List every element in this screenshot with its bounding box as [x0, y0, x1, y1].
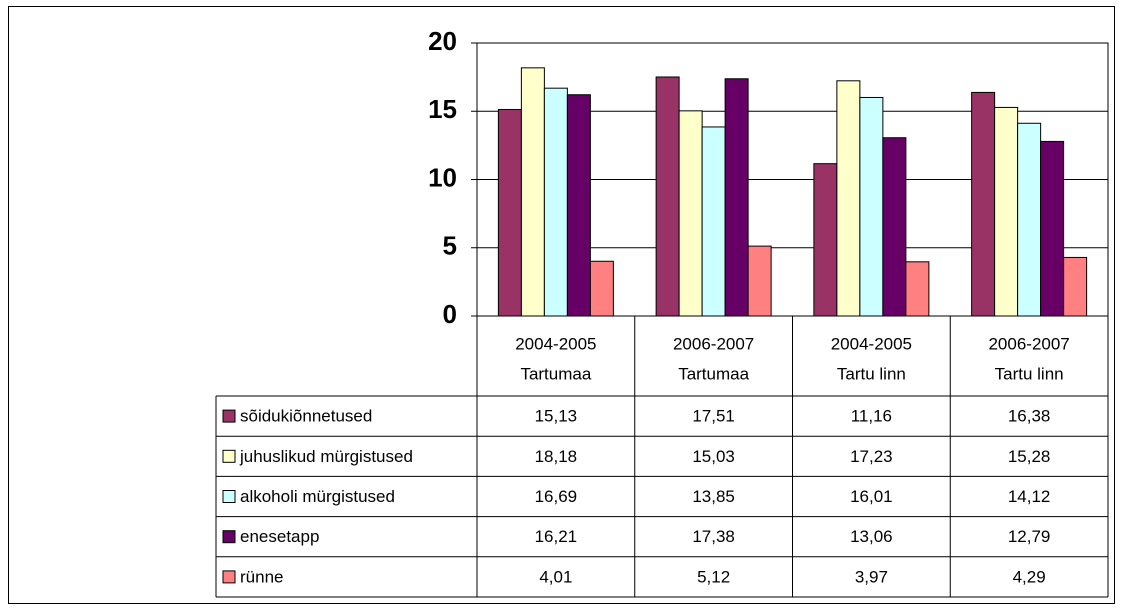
- data-label: 13,06: [850, 527, 893, 546]
- legend-label: juhuslikud mürgistused: [239, 447, 413, 466]
- data-label: 17,51: [692, 407, 735, 426]
- x-tick-label: Tartumaa: [520, 364, 591, 383]
- data-label: 16,38: [1008, 407, 1051, 426]
- bar: [994, 106, 1019, 317]
- y-tick-label: 20: [428, 26, 457, 56]
- bar: [905, 261, 930, 317]
- bar: [813, 163, 838, 317]
- bar: [655, 76, 680, 317]
- legend-label: alkoholi mürgistused: [240, 487, 395, 506]
- bar: [543, 87, 568, 317]
- bar: [497, 108, 522, 317]
- data-label: 3,97: [855, 567, 888, 586]
- data-label: 11,16: [851, 407, 892, 426]
- y-tick-label: 15: [428, 94, 457, 124]
- y-tick-label: 0: [443, 299, 457, 329]
- legend-label: sõidukiõnnetused: [240, 407, 372, 426]
- legend-swatch: [222, 570, 236, 584]
- x-tick-label: 2004-2005: [831, 334, 912, 353]
- legend-swatch: [222, 409, 236, 423]
- data-label: 16,69: [535, 487, 578, 506]
- data-label: 18,18: [535, 447, 578, 466]
- legend-swatch: [222, 530, 236, 544]
- bar: [747, 245, 772, 317]
- data-label: 15,13: [535, 407, 578, 426]
- y-tick-label: 5: [443, 231, 457, 261]
- data-label: 15,28: [1008, 447, 1051, 466]
- x-tick-label: 2006-2007: [673, 334, 754, 353]
- bar: [678, 110, 703, 317]
- x-tick-label: Tartumaa: [678, 364, 749, 383]
- data-label: 13,85: [692, 487, 735, 506]
- legend-swatch: [222, 490, 236, 503]
- bar: [1063, 256, 1088, 317]
- bar: [882, 137, 907, 317]
- data-label: 4,01: [539, 567, 572, 586]
- data-label: 15,03: [692, 447, 735, 466]
- data-label: 5,12: [697, 567, 730, 586]
- bar: [589, 260, 614, 317]
- bar: [724, 78, 749, 317]
- bar: [971, 91, 996, 317]
- data-label: 4,29: [1013, 567, 1046, 586]
- x-tick-label: Tartu linn: [995, 364, 1064, 383]
- bar: [520, 67, 545, 317]
- bar: [1040, 140, 1065, 317]
- bar: [1017, 122, 1042, 317]
- x-tick-label: 2006-2007: [988, 334, 1069, 353]
- x-tick-label: 2004-2005: [515, 334, 596, 353]
- data-label: 12,79: [1008, 527, 1051, 546]
- bar: [836, 80, 861, 317]
- data-label: 17,23: [850, 447, 893, 466]
- bar: [701, 126, 726, 317]
- data-label: 16,01: [850, 487, 893, 506]
- data-label: 16,21: [535, 527, 578, 546]
- bar: [859, 96, 884, 317]
- legend-swatch: [222, 449, 236, 463]
- legend-label: rünne: [240, 567, 283, 586]
- bar: [566, 94, 591, 317]
- data-label: 17,38: [692, 527, 735, 546]
- data-label: 14,12: [1008, 487, 1051, 506]
- legend-label: enesetapp: [240, 527, 319, 546]
- y-tick-label: 10: [428, 162, 457, 192]
- x-tick-label: Tartu linn: [837, 364, 906, 383]
